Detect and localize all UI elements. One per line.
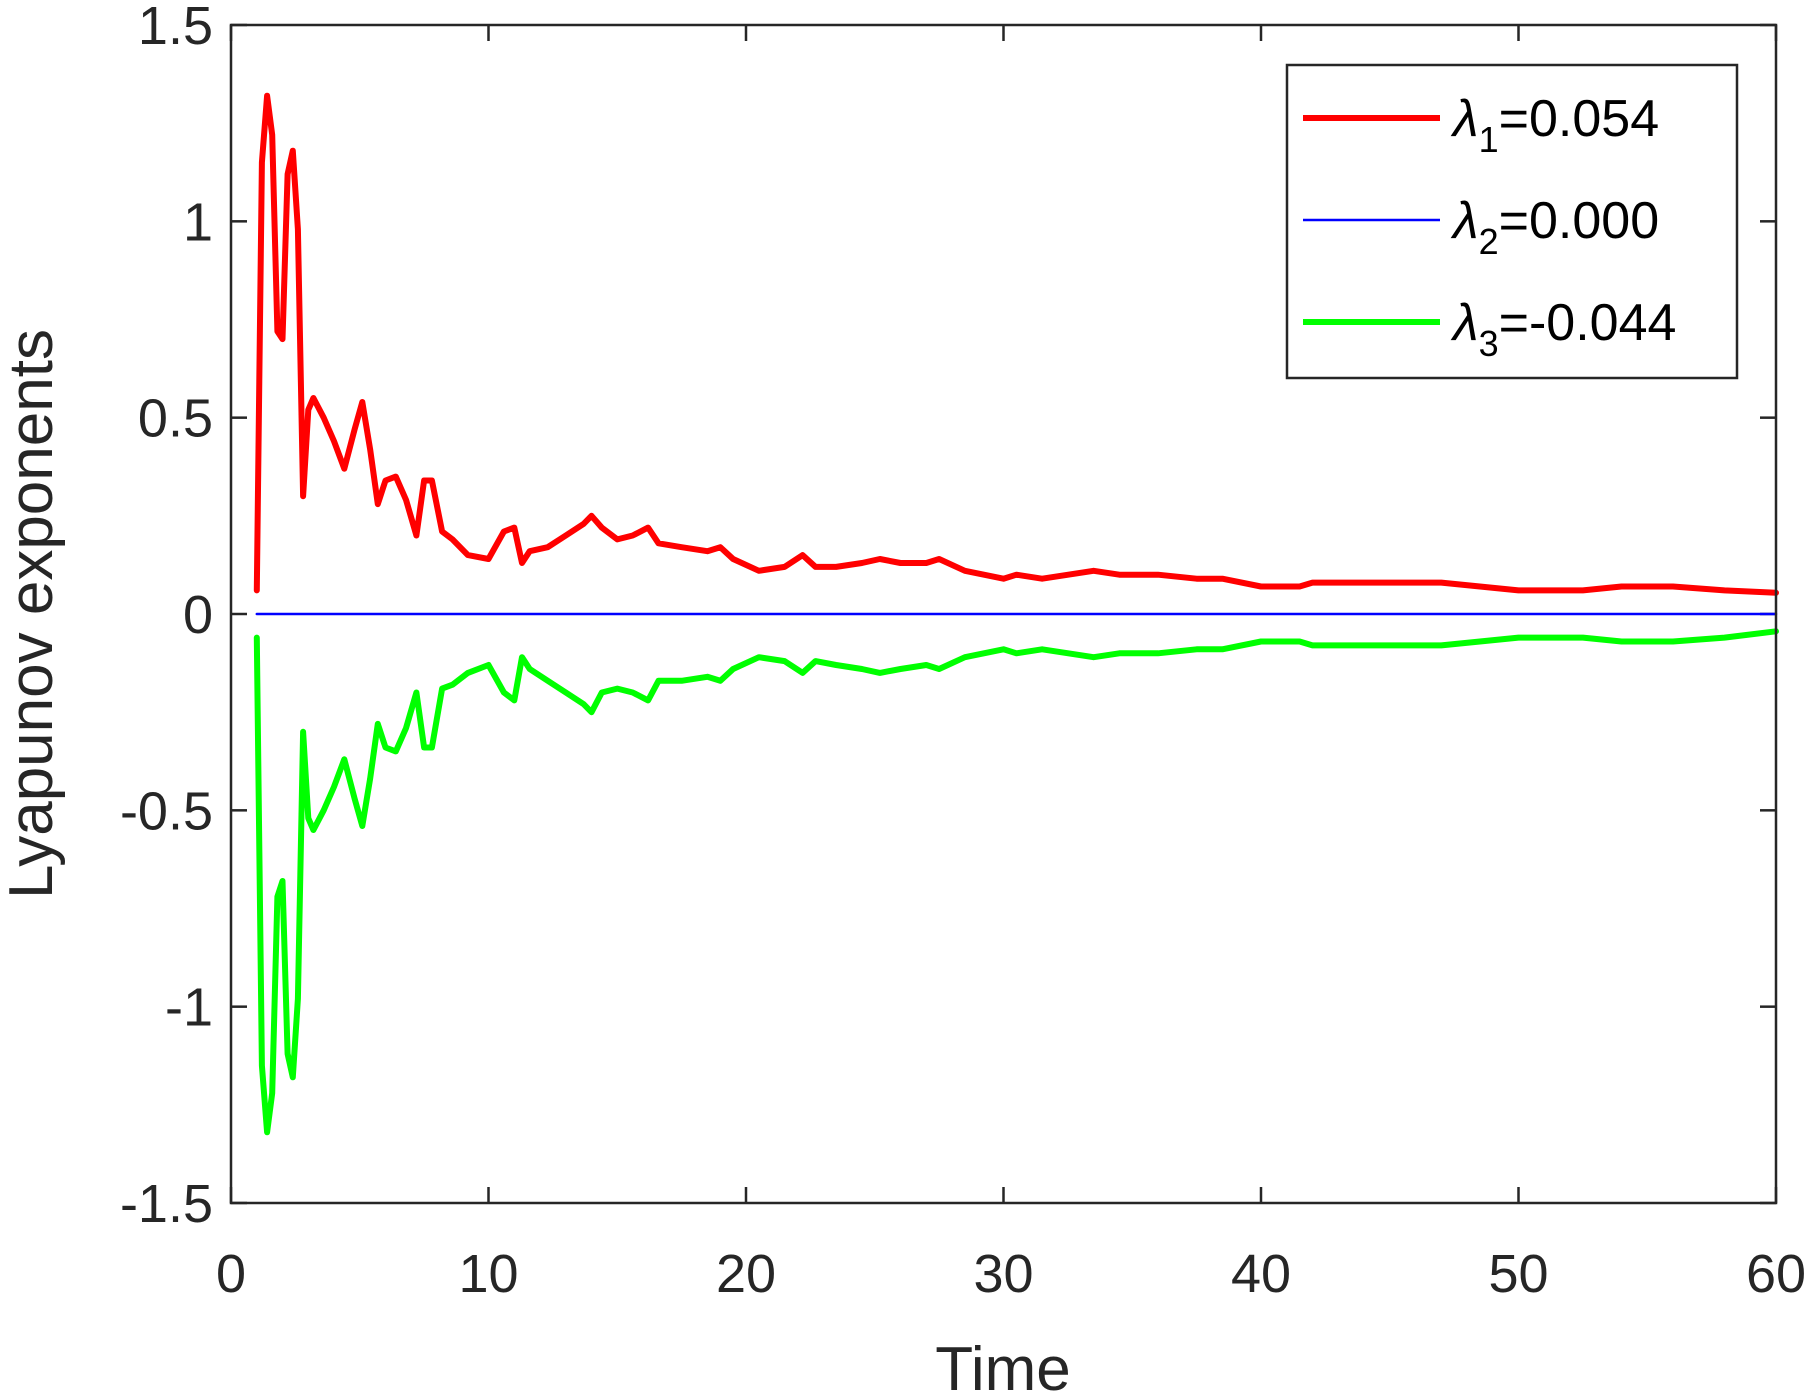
x-tick-label: 30	[973, 1244, 1033, 1304]
y-tick-label: 1.5	[138, 0, 213, 56]
y-tick-label: 0	[183, 585, 213, 645]
legend-label-1: λ1=0.054	[1450, 90, 1659, 160]
legend-label-3: λ3=-0.044	[1450, 294, 1676, 364]
x-tick-label: 50	[1488, 1244, 1548, 1304]
x-tick-label: 20	[716, 1244, 776, 1304]
legend: λ1=0.054 λ2=0.000 λ3=-0.044	[1285, 63, 1739, 380]
series-line-1	[253, 92, 1779, 596]
y-tick-label: -0.5	[120, 781, 213, 841]
tick-labels: 0 10 20 30 40 50 60 1.5 1 0.5 0 -0.5 -1 -1.5	[120, 0, 1806, 1304]
plot-frame	[229, 23, 1778, 1205]
series-line-3	[253, 628, 1779, 1136]
x-tick-label: 60	[1746, 1244, 1806, 1304]
y-tick-label: -1	[165, 978, 213, 1038]
x-tick-label: 0	[216, 1244, 246, 1304]
y-tick-label: -1.5	[120, 1174, 213, 1234]
y-tick-label: 1	[183, 192, 213, 252]
y-tick-label: 0.5	[138, 389, 213, 449]
x-tick-label: 40	[1231, 1244, 1291, 1304]
x-tick-label: 10	[458, 1244, 518, 1304]
series-layer	[253, 92, 1779, 1136]
y-axis-label: Lyapunov exponents	[0, 329, 66, 899]
x-axis-label: Time	[935, 1335, 1070, 1400]
legend-label-2: λ2=0.000	[1450, 192, 1659, 262]
